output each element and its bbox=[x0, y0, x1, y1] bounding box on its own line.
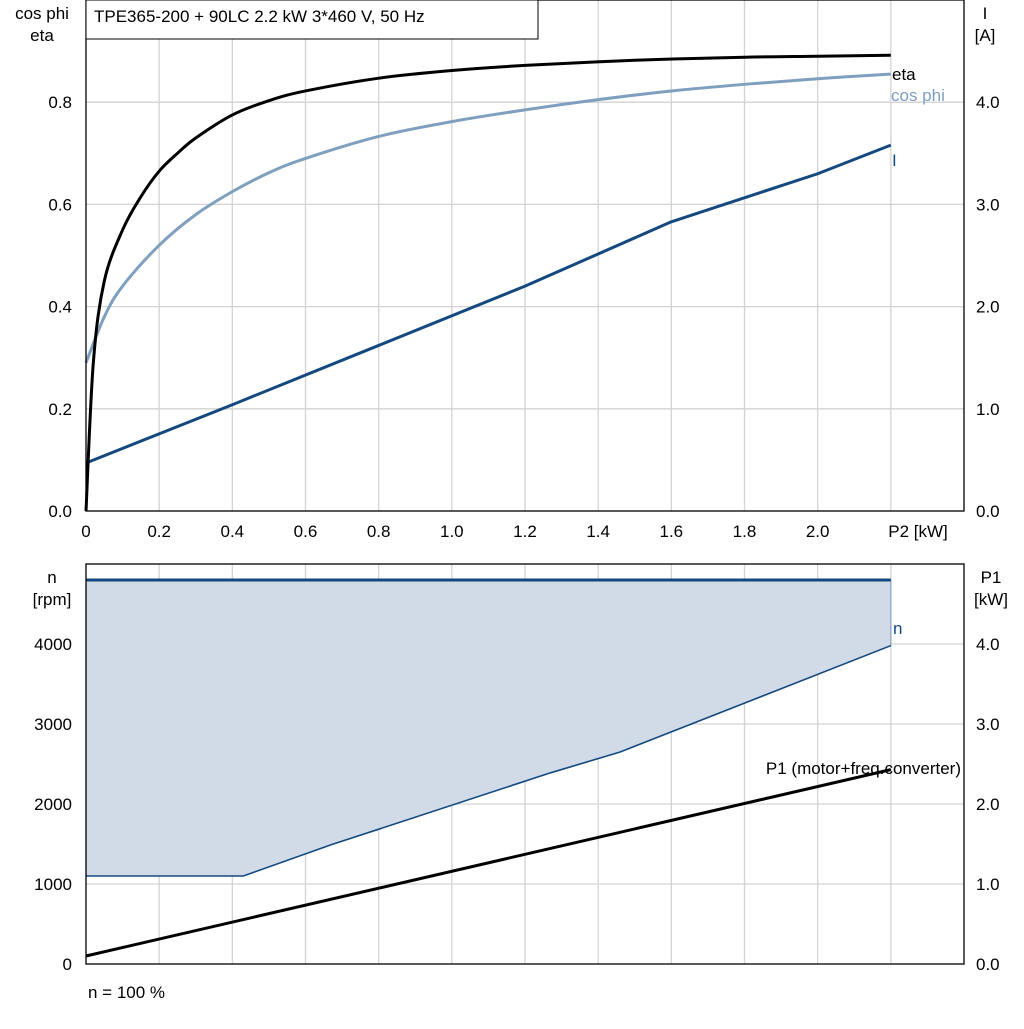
top-ylabel-right-2: [A] bbox=[975, 26, 996, 45]
top-y-right-tick-labels: 0.0 1.0 2.0 3.0 4.0 bbox=[976, 93, 1000, 521]
series-line-n-min bbox=[86, 644, 892, 877]
x-tick-label: 1.6 bbox=[660, 522, 684, 541]
x-tick-label: 1.2 bbox=[513, 522, 537, 541]
y-left-tick-label: 1000 bbox=[34, 875, 72, 894]
top-panel: eta cos phi I TPE365-200 + 90LC 2.2 kW 3*4… bbox=[15, 0, 1000, 541]
x-tick-label: 0.2 bbox=[147, 522, 171, 541]
y-left-tick-label: 2000 bbox=[34, 795, 72, 814]
x-tick-label: 0 bbox=[81, 522, 90, 541]
top-series-group: eta cos phi I bbox=[84, 53, 945, 512]
top-plot-frame bbox=[85, 0, 965, 512]
y-right-tick-label: 3.0 bbox=[976, 715, 1000, 734]
bottom-panel: n P1 (motor+freq.converter) n [rpm] P1 [k… bbox=[33, 563, 1008, 1002]
series-label-eta: eta bbox=[892, 65, 916, 84]
y-right-tick-label: 4.0 bbox=[976, 635, 1000, 654]
x-tick-label: 1.8 bbox=[733, 522, 757, 541]
y-right-tick-label: 1.0 bbox=[976, 875, 1000, 894]
bottom-series-group: n P1 (motor+freq.converter) bbox=[85, 578, 961, 958]
footer-note: n = 100 % bbox=[88, 983, 165, 1002]
x-tick-label: 0.8 bbox=[367, 522, 391, 541]
top-ylabel-left-2: eta bbox=[30, 26, 54, 45]
y-right-tick-label: 2.0 bbox=[976, 795, 1000, 814]
y-right-tick-label: 3.0 bbox=[976, 195, 1000, 214]
bottom-y-right-tick-labels: 0.0 1.0 2.0 3.0 4.0 bbox=[976, 635, 1000, 974]
bottom-ylabel-left-1: n bbox=[47, 568, 56, 587]
y-right-tick-label: 1.0 bbox=[976, 400, 1000, 419]
title-box bbox=[85, 0, 539, 40]
y-right-tick-label: 4.0 bbox=[976, 93, 1000, 112]
x-tick-label: 1.0 bbox=[440, 522, 464, 541]
y-left-tick-label: 0.6 bbox=[48, 195, 72, 214]
series-label-p1: P1 (motor+freq.converter) bbox=[766, 759, 961, 778]
y-left-tick-label: 0 bbox=[63, 955, 72, 974]
bottom-ylabel-left-2: [rpm] bbox=[33, 590, 72, 609]
top-y-left-tick-labels: 0.0 0.2 0.4 0.6 0.8 bbox=[48, 93, 72, 521]
chart-title: TPE365-200 + 90LC 2.2 kW 3*460 V, 50 Hz bbox=[94, 7, 425, 26]
x-tick-label: 0.6 bbox=[294, 522, 318, 541]
series-line-i bbox=[85, 143, 892, 465]
y-left-tick-label: 0.2 bbox=[48, 400, 72, 419]
y-right-tick-label: 2.0 bbox=[976, 298, 1000, 317]
y-left-tick-label: 0.4 bbox=[48, 298, 72, 317]
top-xlabel: P2 [kW] bbox=[888, 522, 948, 541]
x-tick-label: 2.0 bbox=[806, 522, 830, 541]
bottom-ylabel-right-2: [kW] bbox=[974, 590, 1008, 609]
top-grid bbox=[86, 0, 964, 511]
y-left-tick-label: 0.8 bbox=[48, 93, 72, 112]
series-line-p1 bbox=[85, 768, 892, 958]
y-left-tick-label: 4000 bbox=[34, 635, 72, 654]
speed-range-area bbox=[86, 580, 891, 876]
series-label-n: n bbox=[893, 619, 902, 638]
y-right-tick-label: 0.0 bbox=[976, 955, 1000, 974]
y-left-tick-label: 0.0 bbox=[48, 502, 72, 521]
y-right-tick-label: 0.0 bbox=[976, 502, 1000, 521]
top-x-tick-labels: 0 0.2 0.4 0.6 0.8 1.0 1.2 1.4 1.6 1.8 2.0 bbox=[81, 522, 829, 541]
series-label-i: I bbox=[892, 151, 897, 170]
top-ylabel-left-1: cos phi bbox=[15, 4, 69, 23]
bottom-ylabel-right-1: P1 bbox=[981, 568, 1002, 587]
x-tick-label: 1.4 bbox=[586, 522, 610, 541]
series-label-cos-phi: cos phi bbox=[891, 86, 945, 105]
y-left-tick-label: 3000 bbox=[34, 715, 72, 734]
x-tick-label: 0.4 bbox=[221, 522, 245, 541]
top-ylabel-right-1: I bbox=[983, 4, 988, 23]
bottom-y-left-tick-labels: 0 1000 2000 3000 4000 bbox=[34, 635, 72, 974]
series-line-cos-phi bbox=[84, 72, 891, 364]
series-line-eta bbox=[84, 53, 891, 512]
bottom-plot-frame bbox=[85, 563, 965, 965]
